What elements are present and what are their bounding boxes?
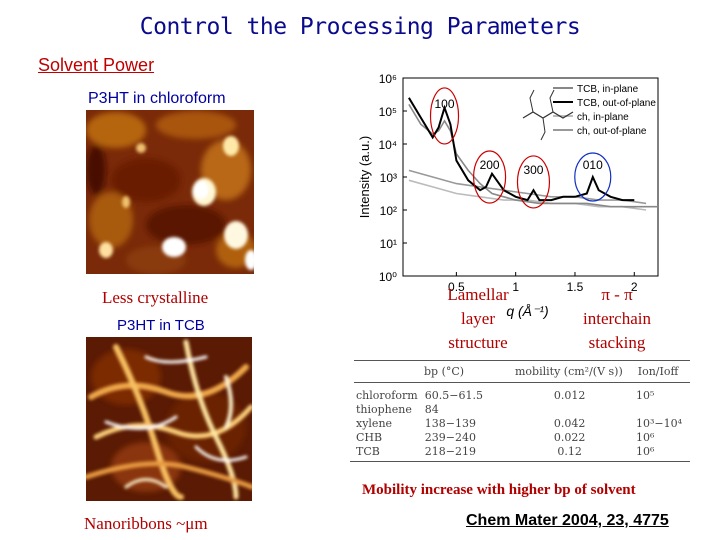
solvent-table: bp (°C) mobility (cm²/(V s)) Ion/Ioff ch…	[350, 360, 690, 462]
molecule-sidechains	[529, 89, 555, 141]
mobility-note: Mobility increase with higher bp of solv…	[362, 482, 636, 498]
cell-mobility: 0.042	[553, 417, 586, 430]
y-tick-label: 10²	[380, 204, 397, 218]
cell-on-off: 10⁵	[635, 389, 655, 402]
pipi-line-2: interchain	[583, 309, 651, 328]
cell-on-off: 10⁶	[635, 431, 655, 444]
cell-bp: 60.5−61.5	[424, 389, 483, 402]
x-tick-label: 1	[512, 280, 519, 294]
pipi-line-1: π - π	[601, 285, 633, 304]
cell-on-off: 10⁶	[635, 445, 655, 458]
lamellar-line-1: Lamellar	[447, 285, 509, 304]
y-tick-label: 10⁴	[378, 138, 397, 152]
series-line-3	[408, 169, 647, 205]
series-line-1	[408, 97, 635, 202]
cell-solvent: xylene	[356, 417, 393, 430]
cell-bp: 218−219	[424, 445, 476, 458]
table-header: bp (°C) mobility (cm²/(V s)) Ion/Ioff	[354, 360, 690, 383]
lamellar-line-3: structure	[448, 333, 508, 352]
cell-solvent: chloroform	[356, 389, 418, 402]
cell-on-off	[636, 403, 690, 417]
table-row: TCB 218−219 0.12 10⁶	[350, 445, 690, 459]
cell-mobility: 0.12	[557, 445, 582, 458]
afm-bottom-caption: Nanoribbons ~μm	[84, 514, 208, 533]
cell-mobility: 0.022	[553, 431, 586, 444]
cell-solvent: TCB	[356, 445, 380, 458]
solvent-power-heading: Solvent Power	[38, 55, 155, 75]
legend-entry: TCB, in-plane	[577, 84, 639, 95]
cell-solvent: CHB	[356, 431, 383, 444]
x-tick-label: 0.5	[448, 280, 465, 294]
y-axis-label: Intensity (a.u.)	[357, 136, 372, 218]
peak-circle	[574, 152, 612, 202]
afm-bottom-label: P3HT in TCB	[117, 317, 205, 334]
y-tick-label: 10³	[380, 171, 397, 185]
citation: Chem Mater 2004, 23, 4775	[466, 512, 669, 529]
cell-bp: 84	[424, 403, 439, 416]
y-tick-label: 10⁰	[379, 270, 397, 284]
peak-label: 300	[523, 163, 543, 177]
afm-top-label: P3HT in chloroform	[88, 90, 226, 107]
page-title: Control the Processing Parameters	[139, 14, 581, 40]
cell-mobility: 0.012	[553, 389, 586, 402]
legend-entry: ch, in-plane	[577, 112, 629, 123]
pipi-line-3: stacking	[588, 333, 646, 352]
header-bp: bp (°C)	[424, 365, 465, 378]
header-mobility: mobility (cm²/(V s))	[515, 365, 623, 378]
y-tick-label: 10¹	[380, 237, 397, 251]
peak-label: 100	[434, 97, 454, 111]
x-tick-label: 2	[631, 280, 638, 294]
molecule-backbone	[522, 111, 574, 119]
cell-bp: 138−139	[424, 417, 476, 430]
table-row: chloroform 60.5−61.5 0.012 10⁵	[350, 389, 690, 403]
peak-circle	[429, 87, 460, 145]
cell-solvent: thiophene	[356, 403, 412, 416]
x-tick-label: 1.5	[567, 280, 584, 294]
peak-circle	[516, 155, 551, 209]
peak-circle	[472, 150, 507, 204]
legend-box	[547, 80, 656, 142]
xrd-chart: 10⁰ 10¹ 10² 10³ 10⁴ 10⁵ 10⁶ 0.5 1 1.5 2 Intensity (…	[357, 72, 659, 319]
afm-image-chloroform	[86, 110, 254, 274]
header-on-off: Ion/Ioff	[637, 365, 679, 378]
lamellar-annotation: Lamellar layer structure	[426, 283, 530, 355]
x-axis-label: q (Å⁻¹)	[506, 303, 548, 319]
peak-label: 010	[583, 158, 603, 172]
pipi-annotation: π - π interchain stacking	[560, 283, 674, 355]
y-tick-label: 10⁵	[379, 105, 397, 119]
legend-entry: TCB, out-of-plane	[577, 98, 656, 109]
table-row: CHB 239−240 0.022 10⁶	[350, 431, 690, 445]
y-tick-label: 10⁶	[379, 72, 397, 86]
table-row: xylene 138−139 0.042 10³−10⁴	[350, 417, 690, 431]
afm-image-tcb	[86, 337, 252, 501]
cell-on-off: 10³−10⁴	[635, 417, 683, 430]
afm-top-caption: Less crystalline	[102, 288, 209, 307]
cell-bp: 239−240	[424, 431, 476, 444]
cell-mobility	[503, 403, 636, 417]
legend-entry: ch, out-of-plane	[577, 126, 647, 137]
lamellar-line-2: layer	[461, 309, 495, 328]
series-line-0	[408, 103, 658, 208]
peak-label: 200	[480, 158, 500, 172]
table-body: chloroform 60.5−61.5 0.012 10⁵ thiophene 84 xy…	[350, 389, 690, 462]
table-row: thiophene 84	[350, 403, 690, 417]
